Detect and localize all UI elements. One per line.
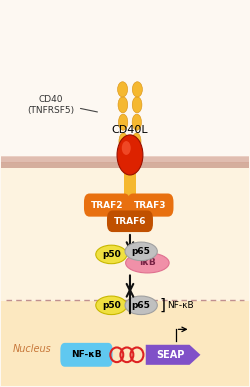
- Ellipse shape: [96, 245, 127, 264]
- Text: ]: ]: [160, 298, 166, 313]
- Ellipse shape: [126, 253, 169, 273]
- Text: p50: p50: [102, 301, 121, 310]
- Text: SEAP: SEAP: [156, 350, 185, 360]
- Text: p65: p65: [132, 301, 150, 310]
- Ellipse shape: [119, 133, 128, 150]
- Ellipse shape: [118, 82, 128, 97]
- Bar: [1, 1, 249, 157]
- Ellipse shape: [132, 97, 142, 113]
- FancyBboxPatch shape: [107, 211, 153, 232]
- Ellipse shape: [132, 82, 142, 97]
- Ellipse shape: [132, 133, 141, 150]
- Bar: [1, 156, 249, 163]
- Circle shape: [122, 141, 131, 155]
- Text: TRAF2: TRAF2: [91, 200, 123, 210]
- Bar: [124, 157, 136, 199]
- Ellipse shape: [125, 242, 157, 260]
- Text: CD40L: CD40L: [112, 125, 148, 135]
- Text: NF-κB: NF-κB: [71, 350, 102, 359]
- Text: TRAF3: TRAF3: [134, 200, 167, 210]
- Ellipse shape: [118, 114, 128, 130]
- Ellipse shape: [96, 296, 127, 315]
- Ellipse shape: [118, 97, 128, 113]
- Text: IκB: IκB: [139, 259, 156, 267]
- Bar: [1, 162, 249, 168]
- FancyBboxPatch shape: [84, 194, 130, 217]
- FancyBboxPatch shape: [60, 343, 112, 367]
- FancyBboxPatch shape: [128, 194, 174, 217]
- Bar: [1, 157, 249, 168]
- Text: p50: p50: [102, 250, 121, 259]
- Text: Nucleus: Nucleus: [13, 344, 52, 354]
- Text: TRAF6: TRAF6: [114, 217, 146, 226]
- Bar: [1, 301, 249, 386]
- Circle shape: [117, 135, 143, 175]
- Polygon shape: [146, 345, 201, 365]
- Ellipse shape: [132, 114, 141, 130]
- Text: CD40
(TNFRSF5): CD40 (TNFRSF5): [27, 95, 74, 115]
- Ellipse shape: [125, 296, 157, 315]
- Text: p65: p65: [132, 247, 150, 256]
- Text: NF-κB: NF-κB: [167, 301, 194, 310]
- Bar: [1, 168, 249, 301]
